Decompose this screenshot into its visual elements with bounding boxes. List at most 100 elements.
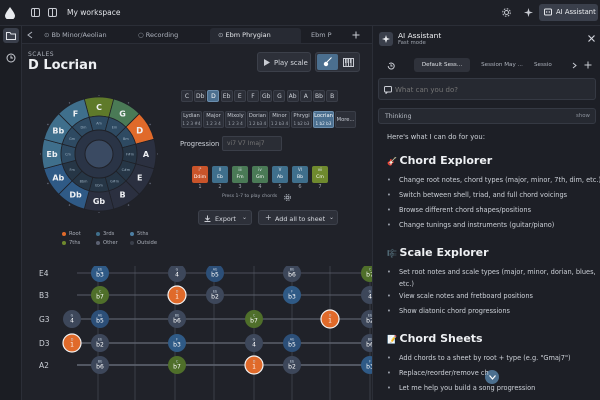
chord-number: 4 — [258, 184, 262, 190]
export-button[interactable]: Export ⌄ — [198, 210, 252, 225]
section-title: Chord Sheets — [399, 332, 483, 345]
root-chip-d[interactable]: D — [207, 90, 220, 102]
root-chip-eb[interactable]: Eb — [220, 90, 233, 102]
thinking-toggle[interactable]: Thinking show — [378, 108, 596, 124]
sidebar-toggle-icon[interactable] — [31, 8, 40, 17]
chord-button-bb[interactable]: VI Bb — [292, 166, 308, 183]
close-icon[interactable] — [588, 35, 595, 42]
root-chip-g[interactable]: G — [273, 90, 286, 102]
sparkle-icon[interactable] — [524, 8, 533, 17]
chord-button-eb[interactable]: II Eb — [212, 166, 228, 183]
scale-note-dot[interactable]: Cb7 — [361, 266, 372, 282]
session-tab-default[interactable]: Default Sess... — [414, 58, 470, 72]
layout-toggle-icon[interactable] — [48, 8, 57, 17]
mode-chip-phrygi[interactable]: Phrygi 1 b2 b3 — [291, 111, 312, 128]
chord-button-ab[interactable]: V Ab — [272, 166, 288, 183]
chord-name: Fm — [236, 175, 244, 180]
tab-ebm-p[interactable]: Ebm P — [303, 28, 345, 43]
chevron-right-icon[interactable] — [572, 62, 577, 69]
piano-icon[interactable] — [343, 58, 354, 67]
new-tab-icon[interactable] — [352, 31, 360, 39]
chord-button-fm[interactable]: iii Fm — [232, 166, 248, 183]
mode-chip-dorian[interactable]: Dorian 1 2 b3 4 — [247, 111, 268, 128]
prompt-input[interactable] — [395, 83, 585, 96]
tab-scroll-left-icon[interactable] — [27, 31, 33, 39]
note-degree: 1 — [70, 342, 74, 349]
mode-chip-major[interactable]: Major 1 2 3 4 — [203, 111, 224, 128]
progression-input[interactable] — [222, 136, 282, 151]
root-chip-gb[interactable]: Gb — [260, 90, 273, 102]
note-name: F — [291, 290, 293, 294]
tab-ebm-phrygian[interactable]: ⊙ Ebm Phrygian — [210, 28, 301, 43]
root-chip-f[interactable]: F — [247, 90, 259, 102]
root-chip-c[interactable]: C — [181, 90, 193, 102]
chord-button-ddim[interactable]: i° Ddim — [192, 166, 208, 183]
root-chip-ab[interactable]: Ab — [286, 90, 299, 102]
new-session-icon[interactable] — [584, 61, 592, 69]
chord-degree: vii — [317, 167, 323, 172]
session-tab-may[interactable]: Session May ... — [481, 62, 523, 68]
mode-chip-more[interactable]: More... — [335, 111, 356, 128]
tab-recording[interactable]: ○ Recording — [130, 28, 208, 43]
mode-chip-mixoly[interactable]: Mixoly 1 2 3 4 — [225, 111, 246, 128]
fretboard[interactable]: 357E4B3G3D3A2Ebb3G4Abb5Bbb6Cb7Cb7D1Ebb2F… — [22, 266, 372, 400]
chord-button-cm[interactable]: vii Cm — [312, 166, 328, 183]
note-degree: b5 — [211, 272, 219, 279]
root-note-dot[interactable]: D1 — [320, 309, 340, 329]
history-icon[interactable] — [6, 53, 16, 63]
scale-note-dot[interactable]: G4 — [361, 286, 372, 304]
root-chip-a[interactable]: A — [299, 90, 312, 102]
rail-folder-button[interactable] — [3, 28, 19, 43]
root-note-dot[interactable]: D1 — [167, 285, 187, 305]
root-chip-b[interactable]: B — [326, 90, 339, 102]
section-label: SCALES — [28, 51, 55, 58]
mode-chip-lydian[interactable]: Lydian 1 2 3 #4 — [181, 111, 202, 128]
string-label: E4 — [39, 269, 49, 278]
session-tab-third[interactable]: Sessio — [534, 62, 552, 68]
root-chip-e[interactable]: E — [233, 90, 246, 102]
note-degree: 4 — [175, 272, 179, 279]
scale-note-dot[interactable]: G4 — [168, 266, 186, 282]
root-note-dot[interactable]: D1 — [62, 333, 82, 353]
tab-bb-minor[interactable]: ⊙ Bb Minor/Aeolian — [36, 28, 128, 43]
gear-icon[interactable] — [284, 194, 291, 201]
play-scale-button[interactable]: Play scale — [257, 52, 311, 72]
root-chip-db[interactable]: Db — [194, 90, 207, 102]
note-name: D — [176, 290, 179, 294]
note-name: Ab — [290, 338, 294, 342]
scale-note-dot[interactable]: Fb3 — [168, 334, 186, 352]
scale-note-dot[interactable]: Cb7 — [168, 356, 186, 374]
circle-of-fifths[interactable]: C G D A E B Gb Db Ab Eb Bb F Am Em Bm F#m C#m G#m Ebm Bbm Fm… — [40, 95, 158, 213]
history-icon[interactable] — [387, 62, 395, 70]
gear-icon[interactable] — [502, 8, 511, 17]
ai-assistant-button[interactable]: AI Assistant — [539, 4, 598, 21]
add-all-to-sheet-button[interactable]: + Add all to sheet ⌄ — [258, 210, 338, 225]
mode-chip-minor[interactable]: Minor 1 2 b3 4 — [269, 111, 290, 128]
string-label: D3 — [39, 339, 50, 348]
root-note-dot[interactable]: D1 — [244, 355, 264, 375]
legend-label: Root — [69, 231, 81, 237]
response-bullet: Set root notes and scale types (major, m… — [387, 268, 596, 276]
root-chip-bb[interactable]: Bb — [313, 90, 325, 102]
mode-chip-locrian[interactable]: Locrian 1 b2 b3 — [313, 111, 334, 128]
scale-note-dot[interactable]: Cb7 — [91, 286, 109, 304]
guitar-view-button[interactable] — [317, 54, 338, 70]
scale-note-dot[interactable]: Fb3 — [283, 286, 301, 304]
scale-note-dot[interactable]: G4 — [245, 334, 263, 352]
scale-note-dot[interactable]: Fb3 — [361, 356, 372, 374]
scale-note-dot[interactable]: G4 — [63, 310, 81, 328]
scale-note-dot[interactable]: Cb7 — [245, 310, 263, 328]
chord-button-gm[interactable]: iv Gm — [252, 166, 268, 183]
